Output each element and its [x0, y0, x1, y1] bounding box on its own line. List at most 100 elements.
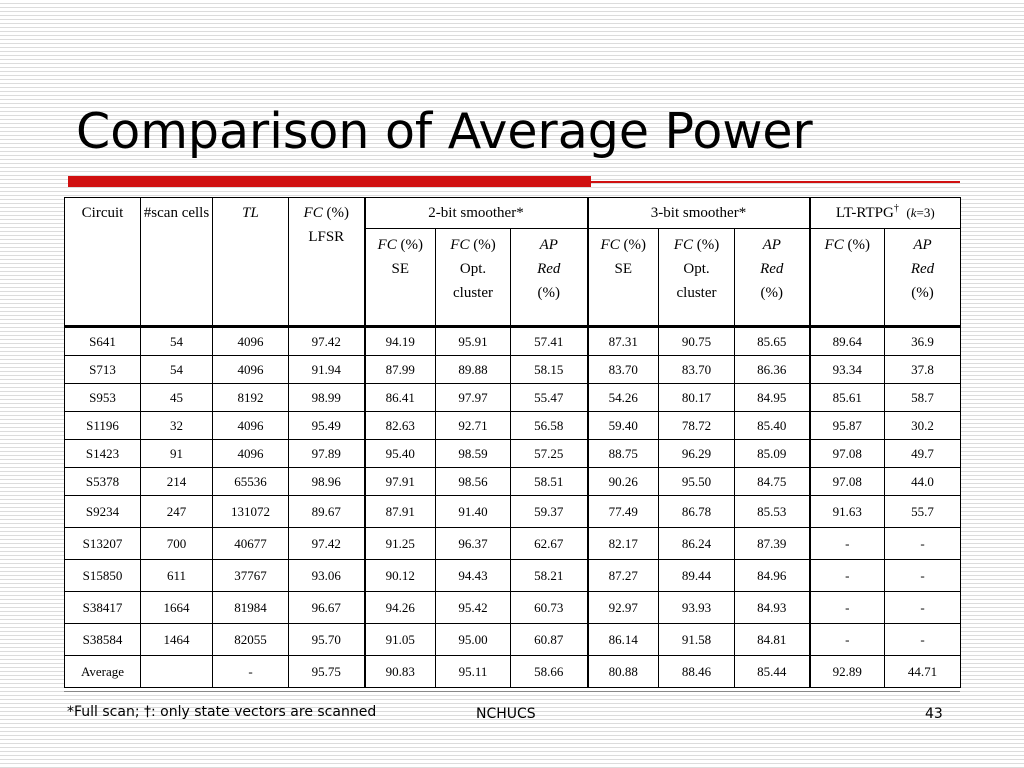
table-cell: 80.88: [586, 655, 659, 688]
table-cell: 4096: [212, 355, 289, 384]
table-cell: 36.9: [884, 325, 961, 356]
table-cell: S15850: [64, 559, 141, 592]
table-cell: S1423: [64, 439, 141, 468]
header-scan-cells: #scan cells: [140, 197, 213, 327]
table-cell: 1664: [140, 591, 213, 624]
table-cell: 58.15: [510, 355, 588, 384]
table-cell: S5378: [64, 467, 141, 496]
table-cell: 94.26: [363, 591, 436, 624]
table-cell: 30.2: [884, 411, 961, 440]
table-cell: 95.87: [808, 411, 885, 440]
table-cell: 4096: [212, 411, 289, 440]
header-3bit-ap-red: AP Red (%): [734, 228, 810, 327]
table-cell: 92.71: [435, 411, 511, 440]
table-cell: 84.93: [734, 591, 810, 624]
table-cell: 95.70: [288, 623, 365, 656]
table-cell: 82055: [212, 623, 289, 656]
header-tl: TL: [212, 197, 289, 327]
table-row: S1196 32 4096 95.49 82.63 92.71 56.58 59.40 78.7…: [64, 411, 961, 440]
table-cell: 98.96: [288, 467, 365, 496]
table-cell: 1464: [140, 623, 213, 656]
table-cell: 85.09: [734, 439, 810, 468]
table-cell: 97.89: [288, 439, 365, 468]
table-cell: [140, 655, 213, 688]
table-row: S1423 91 4096 97.89 95.40 98.59 57.25 88.75 96.2…: [64, 439, 961, 468]
table-cell: 96.67: [288, 591, 365, 624]
table-cell: 97.42: [288, 527, 365, 560]
table-cell: 247: [140, 495, 213, 528]
table-cell: 56.58: [510, 411, 588, 440]
table-cell: -: [884, 559, 961, 592]
table-row: S13207 700 40677 97.42 91.25 96.37 62.67 82.17 8…: [64, 527, 961, 560]
table-cell: 97.42: [288, 325, 365, 356]
table-cell: 86.41: [363, 383, 436, 412]
table-cell: 85.61: [808, 383, 885, 412]
table-cell: 90.75: [658, 325, 735, 356]
table-cell: 95.49: [288, 411, 365, 440]
table-row: S641 54 4096 97.42 94.19 95.91 57.41 87.31 90.75…: [64, 325, 961, 356]
table-cell: 59.40: [586, 411, 659, 440]
table-cell: 60.87: [510, 623, 588, 656]
table-cell: 58.51: [510, 467, 588, 496]
table-cell: 57.41: [510, 325, 588, 356]
table-cell: 93.93: [658, 591, 735, 624]
comparison-table: Circuit #scan cells TL FC (%) LFSR 2-bit …: [64, 197, 961, 688]
table-cell: 97.08: [808, 467, 885, 496]
table-cell: 37767: [212, 559, 289, 592]
table-cell: 97.91: [363, 467, 436, 496]
table-row: S15850 611 37767 93.06 90.12 94.43 58.21 87.27 8…: [64, 559, 961, 592]
header-ltrtpg-ap-red: AP Red (%): [884, 228, 961, 327]
table-cell: 83.70: [586, 355, 659, 384]
table-cell: 84.95: [734, 383, 810, 412]
table-cell: -: [884, 591, 961, 624]
header-3bit-smoother: 3-bit smoother*: [586, 197, 810, 229]
table-cell: 84.96: [734, 559, 810, 592]
table-cell: 40677: [212, 527, 289, 560]
table-cell: 49.7: [884, 439, 961, 468]
table-cell: 4096: [212, 439, 289, 468]
table-cell: Average: [64, 655, 141, 688]
table-cell: 8192: [212, 383, 289, 412]
table-cell: 77.49: [586, 495, 659, 528]
table-cell: 88.46: [658, 655, 735, 688]
footer-label: NCHUCS: [476, 706, 536, 722]
table-cell: 58.66: [510, 655, 588, 688]
table-cell: 700: [140, 527, 213, 560]
table-cell: 84.75: [734, 467, 810, 496]
header-row-2: FC (%) SE FC (%) Opt. cluster AP Red (%) FC (…: [65, 228, 961, 327]
table-cell: 98.56: [435, 467, 511, 496]
table-cell: 85.65: [734, 325, 810, 356]
page-number: 43: [925, 706, 943, 722]
table-cell: 54: [140, 325, 213, 356]
table-cell: 93.06: [288, 559, 365, 592]
table-cell: 92.89: [808, 655, 885, 688]
table-cell: S13207: [64, 527, 141, 560]
table-cell: 90.12: [363, 559, 436, 592]
table-cell: 131072: [212, 495, 289, 528]
header-row-1: Circuit #scan cells TL FC (%) LFSR 2-bit …: [64, 197, 961, 327]
table-cell: 95.42: [435, 591, 511, 624]
table-cell: 89.64: [808, 325, 885, 356]
header-3bit-fc-se: FC (%) SE: [586, 228, 659, 327]
table-cell: 87.31: [586, 325, 659, 356]
table-cell: 90.26: [586, 467, 659, 496]
table-cell: 85.40: [734, 411, 810, 440]
table-cell: 91.25: [363, 527, 436, 560]
table-cell: 81984: [212, 591, 289, 624]
table-cell: 65536: [212, 467, 289, 496]
header-2bit-fc-se: FC (%) SE: [363, 228, 436, 327]
table-cell: 87.91: [363, 495, 436, 528]
table-cell: 85.44: [734, 655, 810, 688]
table-cell: 55.7: [884, 495, 961, 528]
table-cell: 86.14: [586, 623, 659, 656]
table-cell: 54: [140, 355, 213, 384]
table-cell: 60.73: [510, 591, 588, 624]
table-cell: 91.40: [435, 495, 511, 528]
table-cell: -: [808, 591, 885, 624]
table-row: S38417 1664 81984 96.67 94.26 95.42 60.73 92.97…: [64, 591, 961, 624]
table-row: S9234 247 131072 89.67 87.91 91.40 59.37 77.49 8…: [64, 495, 961, 528]
table-cell: 82.63: [363, 411, 436, 440]
table-cell: 95.50: [658, 467, 735, 496]
table-cell: 97.97: [435, 383, 511, 412]
footnote: *Full scan; †: only state vectors are sc…: [67, 704, 377, 720]
